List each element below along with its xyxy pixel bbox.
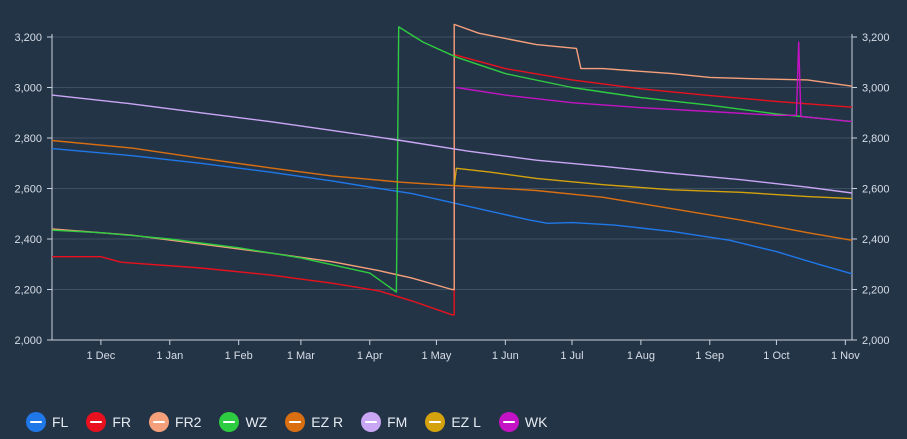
series-line-wz[interactable]	[51, 26, 853, 293]
y-tick-label-right: 2,400	[862, 234, 890, 246]
legend-swatch	[361, 412, 382, 432]
legend-item-ez-r[interactable]: EZ R	[285, 412, 343, 432]
line-chart: 2,000 2,000 2,200 2,200 2,400 2,400 2,600 2,600…	[14, 23, 890, 362]
x-tick-label: 1 Oct	[763, 350, 789, 362]
x-tick-label: 1 Apr	[357, 350, 383, 362]
legend-swatch	[86, 412, 107, 432]
legend-item-wk[interactable]: WK	[498, 412, 548, 432]
legend-item-fr[interactable]: FR	[86, 412, 131, 432]
series-line-fm[interactable]	[51, 94, 853, 194]
x-tick-label: 1 Feb	[225, 350, 253, 362]
x-tick-label: 1 Sep	[695, 350, 724, 362]
series-line-ez-l[interactable]	[453, 167, 853, 200]
x-tick-label: 1 May	[421, 350, 451, 362]
legend-swatch	[26, 412, 46, 432]
y-tick-label-right: 3,000	[862, 83, 890, 95]
legend-label: FR2	[175, 414, 202, 430]
legend-item-wz[interactable]: WZ	[219, 412, 267, 432]
x-tick-label: 1 Dec	[87, 350, 116, 362]
legend-item-fr2[interactable]: FR2	[149, 412, 201, 432]
series-line-wk[interactable]	[456, 41, 853, 123]
y-tick-label-right: 2,800	[862, 133, 890, 145]
y-tick-label-right: 2,200	[862, 285, 890, 297]
x-tick-label: 1 Jun	[492, 350, 519, 362]
y-tick-label-right: 3,200	[862, 32, 890, 44]
legend-label: FL	[52, 414, 69, 430]
legend-label: WZ	[245, 414, 268, 430]
x-tick-label: 1 Aug	[627, 350, 655, 362]
legend-swatch	[285, 412, 306, 432]
legend-label: EZ L	[451, 414, 481, 430]
y-tick-label-right: 2,600	[862, 184, 890, 196]
legend-swatch	[149, 412, 170, 432]
x-tick-label: 1 Nov	[831, 350, 860, 362]
y-tick-label-left: 2,600	[14, 184, 42, 196]
legend: FL FR FR2 WZ EZ R FM EZ L WK	[26, 412, 565, 432]
series-lines	[51, 23, 853, 316]
legend-label: EZ R	[311, 414, 344, 430]
y-tick-label-left: 2,400	[14, 234, 42, 246]
legend-item-ez-l[interactable]: EZ L	[425, 412, 481, 432]
gridlines	[52, 36, 852, 341]
x-tick-label: 1 Jul	[560, 350, 583, 362]
legend-label: FM	[387, 414, 408, 430]
x-tick-label: 1 Mar	[287, 350, 315, 362]
y-tick-label-left: 2,000	[14, 335, 42, 347]
x-tick-label: 1 Jan	[156, 350, 183, 362]
series-line-fr[interactable]	[52, 54, 853, 316]
legend-item-fl[interactable]: FL	[26, 412, 68, 432]
legend-item-fm[interactable]: FM	[361, 412, 407, 432]
y-tick-label-left: 3,000	[14, 83, 42, 95]
legend-label: WK	[524, 414, 548, 430]
legend-swatch	[425, 412, 446, 432]
axes: 2,000 2,000 2,200 2,200 2,400 2,400 2,600 2,600…	[14, 32, 889, 362]
legend-swatch	[219, 412, 240, 432]
legend-label: FR	[112, 414, 132, 430]
y-tick-label-left: 2,800	[14, 133, 42, 145]
series-line-fr2[interactable]	[51, 23, 853, 291]
y-tick-label-left: 2,200	[14, 285, 42, 297]
series-line-ez-r[interactable]	[51, 139, 853, 241]
y-tick-label-right: 2,000	[862, 335, 890, 347]
legend-swatch	[498, 412, 519, 432]
series-line-fl[interactable]	[51, 147, 853, 275]
y-tick-label-left: 3,200	[14, 32, 42, 44]
